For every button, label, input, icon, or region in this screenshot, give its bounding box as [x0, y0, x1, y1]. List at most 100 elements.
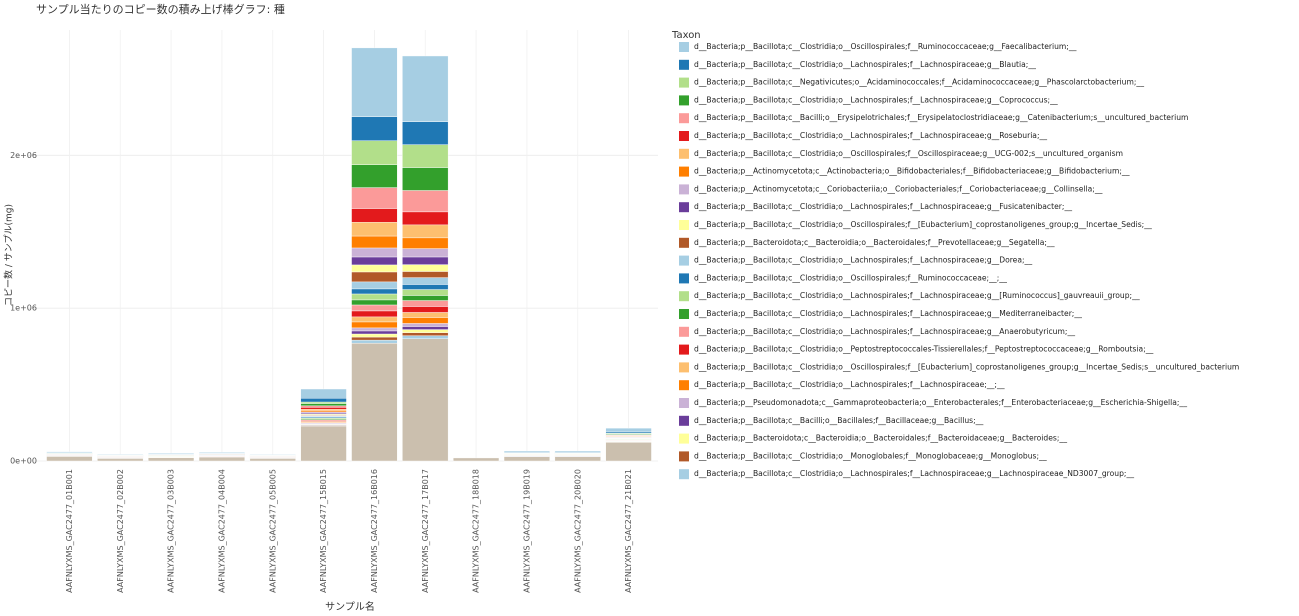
legend-swatch [679, 220, 689, 230]
bar-segment [554, 450, 601, 453]
legend-swatch [679, 326, 689, 337]
bar-segment [351, 336, 398, 341]
legend-label: d__Bacteria;p__Bacillota;c__Clostridia;o… [694, 451, 1047, 460]
x-tick-label: AAFNLYXMS_GAC2477_02B002 [116, 469, 125, 593]
bar-segment [351, 299, 398, 306]
bar-segment [300, 388, 347, 399]
legend-swatch [679, 77, 689, 88]
bar-segment [351, 304, 398, 312]
bar-segment [351, 256, 398, 266]
legend-swatch [679, 344, 689, 355]
legend-swatch [679, 255, 689, 266]
x-tick-label: AAFNLYXMS_GAC2477_01B001 [65, 469, 74, 593]
bar-segment [402, 306, 449, 313]
bar-segment [351, 271, 398, 283]
bar-segment [605, 427, 652, 433]
bar-segment [351, 293, 398, 301]
bar-segment [300, 405, 347, 408]
legend-label: d__Bacteria;p__Bacillota;c__Clostridia;o… [694, 309, 1082, 318]
bar-segment [351, 316, 398, 323]
legend-label: d__Bacteria;p__Actinomycetota;c__Corioba… [694, 184, 1103, 193]
bar-segment [402, 317, 449, 324]
legend-swatch [679, 202, 689, 213]
legend-label: d__Bacteria;p__Bacillota;c__Clostridia;o… [694, 273, 1007, 282]
bar-segment [351, 235, 398, 249]
bar-segment [402, 264, 449, 272]
legend-label: d__Bacteria;p__Bacillota;c__Clostridia;o… [694, 131, 1047, 140]
bar-segment [351, 288, 398, 295]
bar-segment [351, 310, 398, 318]
bar-segment [351, 208, 398, 223]
legend-label: d__Bacteria;p__Bacillota;c__Clostridia;o… [694, 202, 1072, 211]
legend-label: d__Bacteria;p__Bacteroidota;c__Bacteroid… [694, 434, 1067, 443]
legend-label: d__Bacteria;p__Bacillota;c__Clostridia;o… [694, 345, 1154, 354]
legend-label: d__Bacteria;p__Bacillota;c__Clostridia;o… [694, 95, 1058, 104]
bar-segment [402, 237, 449, 249]
x-tick-label: AAFNLYXMS_GAC2477_05B005 [268, 469, 277, 593]
legend-label: d__Bacteria;p__Bacillota;c__Clostridia;o… [694, 256, 1032, 265]
bar-segment [402, 326, 449, 330]
legend-swatch [679, 273, 689, 284]
bar-segment [351, 330, 398, 335]
bar-segment [402, 277, 449, 285]
bar-segment [46, 451, 93, 453]
bar-segment [402, 224, 449, 239]
legend: d__Bacteria;p__Bacillota;c__Clostridia;o… [679, 42, 1239, 480]
legend-swatch [679, 309, 689, 319]
legend-swatch [679, 131, 689, 141]
y-tick-label: 2e+06 [10, 151, 37, 160]
bar-segment [554, 456, 601, 462]
x-tick-label: AAFNLYXMS_GAC2477_20B020 [573, 469, 582, 593]
legend-label: d__Bacteria;p__Bacillota;c__Bacilli;o__B… [694, 416, 983, 425]
legend-label: d__Bacteria;p__Bacillota;c__Clostridia;o… [694, 220, 1152, 229]
bar-segment [351, 222, 398, 237]
legend-swatch [679, 291, 689, 302]
legend-swatch [679, 166, 689, 177]
bar-segment [198, 456, 245, 462]
bar-segment [351, 339, 398, 344]
bar-segment [402, 329, 449, 333]
bar-segment [351, 327, 398, 332]
x-tick-label: AAFNLYXMS_GAC2477_03B003 [167, 469, 176, 593]
legend-swatch [679, 433, 689, 444]
bar-segment [402, 289, 449, 296]
legend-label: d__Bacteria;p__Actinomycetota;c__Actinob… [694, 167, 1130, 176]
legend-swatch [679, 469, 689, 480]
x-tick-label: AAFNLYXMS_GAC2477_17B017 [421, 469, 430, 593]
bar-segment [402, 338, 449, 462]
bar-segment [402, 190, 449, 213]
bar-segment [97, 454, 144, 456]
x-tick-label: AAFNLYXMS_GAC2477_04B004 [217, 469, 226, 593]
legend-swatch [679, 415, 689, 426]
x-tick-label: AAFNLYXMS_GAC2477_19B019 [522, 469, 531, 593]
bar-segment [351, 281, 398, 290]
x-tick-label: AAFNLYXMS_GAC2477_21B021 [624, 469, 633, 593]
legend-swatch [679, 95, 689, 106]
legend-swatch [679, 184, 689, 195]
bar-segment [351, 116, 398, 141]
bar-segment [351, 164, 398, 188]
bar-segment [351, 264, 398, 273]
legend-label: d__Bacteria;p__Bacillota;c__Clostridia;o… [694, 469, 1134, 478]
legend-label: d__Bacteria;p__Bacillota;c__Negativicute… [694, 78, 1144, 87]
bar-segment [402, 335, 449, 339]
bar-segment [402, 121, 449, 145]
bar-segment [503, 450, 550, 453]
x-tick-label: AAFNLYXMS_GAC2477_16B016 [370, 469, 379, 593]
legend-label: d__Bacteria;p__Bacillota;c__Clostridia;o… [694, 362, 1239, 371]
legend-label: d__Bacteria;p__Bacillota;c__Clostridia;o… [694, 380, 1005, 389]
bars [46, 47, 652, 462]
y-tick-label: 0e+00 [10, 457, 37, 466]
y-axis-label: コピー数 / サンプル(mg) [3, 204, 15, 306]
bar-segment [605, 442, 652, 462]
x-axis-label: サンプル名 [325, 600, 375, 613]
bar-segment [148, 457, 195, 462]
bar-segment [300, 403, 347, 407]
bar-segment [402, 55, 449, 122]
bar-segment [402, 271, 449, 278]
bar-segment [97, 458, 144, 462]
bar-segment [351, 342, 398, 462]
bar-segment [300, 410, 347, 413]
legend-label: d__Bacteria;p__Bacillota;c__Bacilli;o__E… [694, 113, 1188, 122]
